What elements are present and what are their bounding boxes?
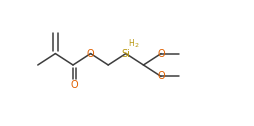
Text: O: O	[157, 71, 165, 81]
Text: O: O	[70, 80, 78, 90]
Text: Si: Si	[121, 49, 130, 59]
Text: 2: 2	[134, 43, 138, 48]
Text: H: H	[128, 39, 134, 48]
Text: O: O	[87, 49, 94, 59]
Text: O: O	[157, 49, 165, 59]
